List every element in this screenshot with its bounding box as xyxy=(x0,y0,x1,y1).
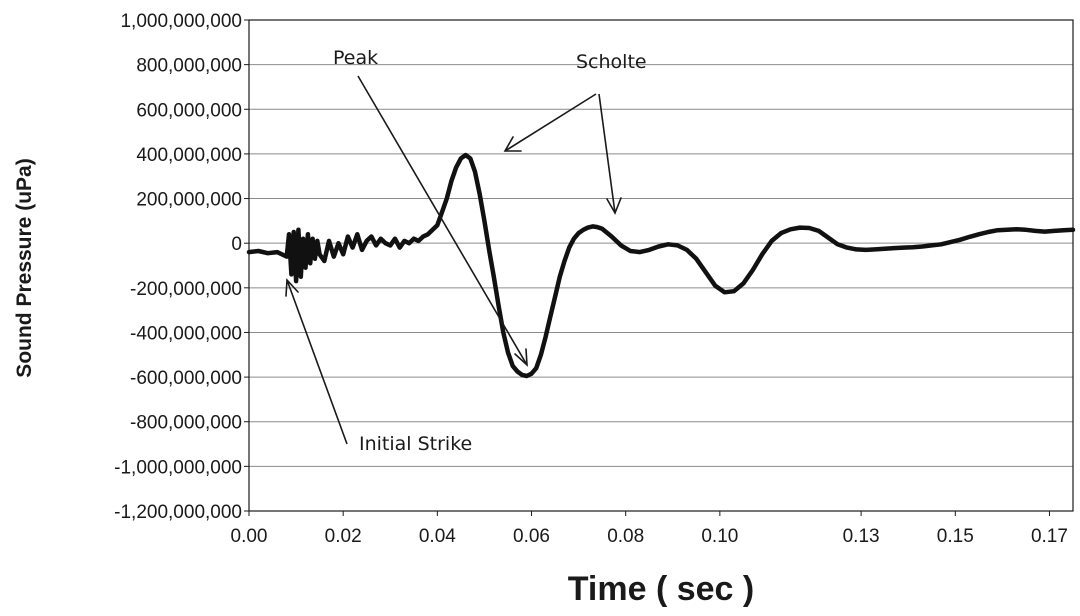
x-axis-ticks: 0.00 0.02 0.04 0.06 0.08 0.10 0.13 0.15 0.17 xyxy=(231,511,1068,547)
peak-arrow xyxy=(357,75,528,367)
y-tick-label: -800,000,000 xyxy=(130,413,242,434)
y-tick-label: 600,000,000 xyxy=(136,100,242,121)
y-tick-label: 0 xyxy=(231,234,242,255)
y-axis-title: Sound Pressure (uPa) xyxy=(13,158,36,377)
y-tick-label: -400,000,000 xyxy=(130,323,242,344)
x-axis-title: Time ( sec ) xyxy=(568,570,754,608)
initial-strike-annotation: Initial Strike xyxy=(359,433,472,455)
y-tick-label: -1,200,000,000 xyxy=(114,502,242,523)
x-tick-label: 0.17 xyxy=(1031,526,1068,547)
peak-annotation: Peak xyxy=(333,47,378,69)
x-tick-label: 0.04 xyxy=(419,526,456,547)
x-tick-label: 0.13 xyxy=(843,526,880,547)
x-tick-label: 0.00 xyxy=(231,526,268,547)
y-tick-label: 400,000,000 xyxy=(136,145,242,166)
scholte-arrow-right xyxy=(598,93,622,215)
x-tick-label: 0.02 xyxy=(325,526,362,547)
y-tick-label: -1,000,000,000 xyxy=(114,457,242,478)
y-axis-ticks: 1,000,000,000 800,000,000 600,000,000 400,0… xyxy=(114,11,249,523)
x-tick-label: 0.08 xyxy=(607,526,644,547)
y-tick-label: 200,000,000 xyxy=(136,190,242,211)
x-tick-label: 0.06 xyxy=(513,526,550,547)
x-tick-label: 0.10 xyxy=(701,526,738,547)
scholte-arrow-left xyxy=(503,93,597,152)
y-tick-label: -200,000,000 xyxy=(130,279,242,300)
scholte-annotation: Scholte xyxy=(576,51,647,73)
y-tick-label: 1,000,000,000 xyxy=(120,11,242,32)
x-tick-label: 0.15 xyxy=(937,526,974,547)
series-line xyxy=(246,152,1076,379)
y-tick-label: -600,000,000 xyxy=(130,368,242,389)
plot-frame xyxy=(248,19,1074,512)
initial-strike-arrow xyxy=(285,278,348,445)
y-tick-label: 800,000,000 xyxy=(136,56,242,77)
gridlines xyxy=(249,64,1073,467)
